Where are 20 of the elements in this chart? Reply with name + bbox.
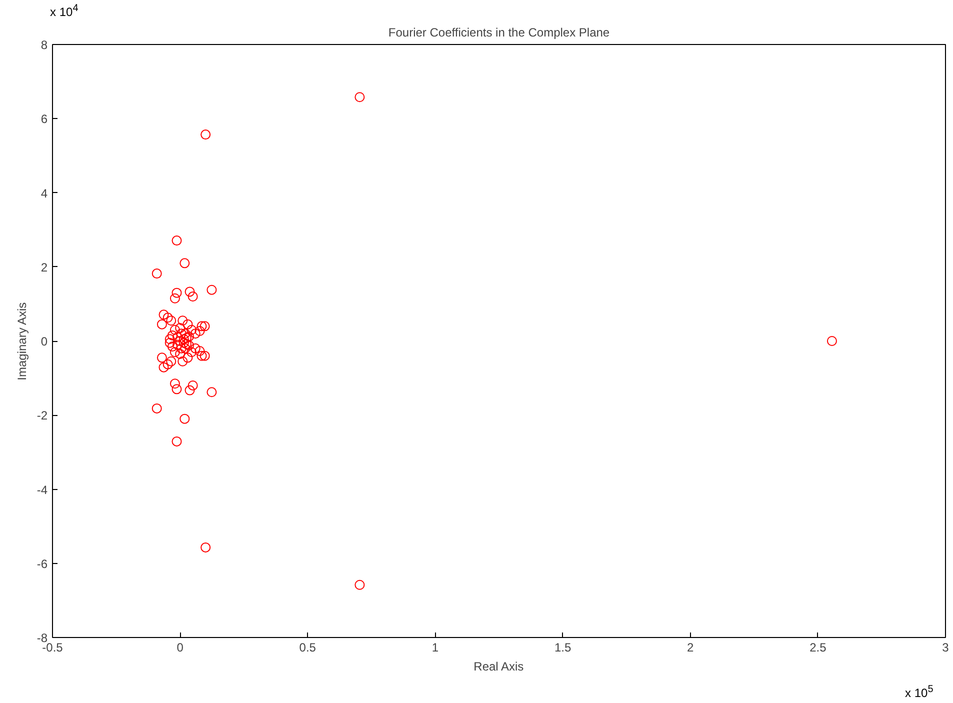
x-tick-label: 1.5 [554,640,572,654]
x-tick-label: 1 [432,640,439,654]
x-tick-label: 2.5 [810,640,827,654]
text: x 10$^{5}$ [905,683,934,702]
text: x 10$^{4}$ [50,2,78,21]
y-axis-title: Imaginary Axis [14,302,29,380]
y-tick-label: 2 [40,260,48,274]
y-tick-label: 6 [40,112,48,126]
chart-title: Fourier Coefficients in the Complex Plane [388,26,610,40]
x-tick-label: 3 [942,640,950,654]
x-tick-label: 0 [176,640,184,654]
y-tick-label: 4 [40,186,48,200]
y-tick-label: 0 [40,334,48,348]
x-tick-label: 0.5 [299,640,316,654]
y-tick-label: 8 [40,38,48,52]
x-axis-title: Real Axis [474,660,524,674]
y-tick-label: -6 [36,556,48,571]
y-tick-label: -2 [36,408,48,423]
x-tick-label: 2 [687,640,694,654]
y-tick-label: -4 [36,482,48,497]
